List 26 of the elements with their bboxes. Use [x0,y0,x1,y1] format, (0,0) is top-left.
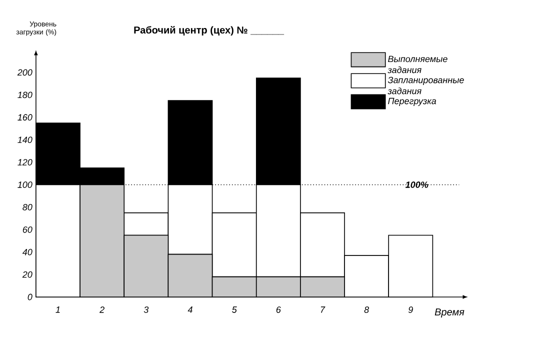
y-tick-label: 200 [17,69,32,76]
legend-label: Перегрузка [388,98,436,106]
x-tick-label: 5 [232,306,237,313]
ref-line-label: 100% [406,182,428,188]
x-tick-label: 7 [320,306,326,313]
y-tick-label: 20 [22,271,32,278]
chart-title: Рабочий центр (цех) № ______ [134,26,284,36]
y-tick-label: 140 [18,136,32,144]
y-tick-label: 40 [22,248,32,256]
y-tick-label: 160 [18,114,32,121]
y-tick-label: 0 [28,294,32,300]
x-tick-label: 9 [408,306,413,313]
y-tick-label: 80 [22,204,32,210]
y-tick-label: 60 [22,226,32,233]
y-tick-label: 180 [18,92,32,98]
x-tick-label: 1 [56,306,60,313]
x-tick-label: 4 [188,306,192,313]
legend-label: Выполняемые задания [388,56,448,74]
x-tick-label: 2 [100,306,104,313]
y-tick-label: 100 [18,182,32,188]
x-tick-label: 6 [276,306,281,313]
x-tick-label: 8 [364,306,370,313]
y-tick-label: 120 [18,159,32,166]
legend-label: Запланированные задания [388,76,464,94]
x-tick-label: 3 [144,306,149,313]
x-axis-title: Время [434,308,464,318]
